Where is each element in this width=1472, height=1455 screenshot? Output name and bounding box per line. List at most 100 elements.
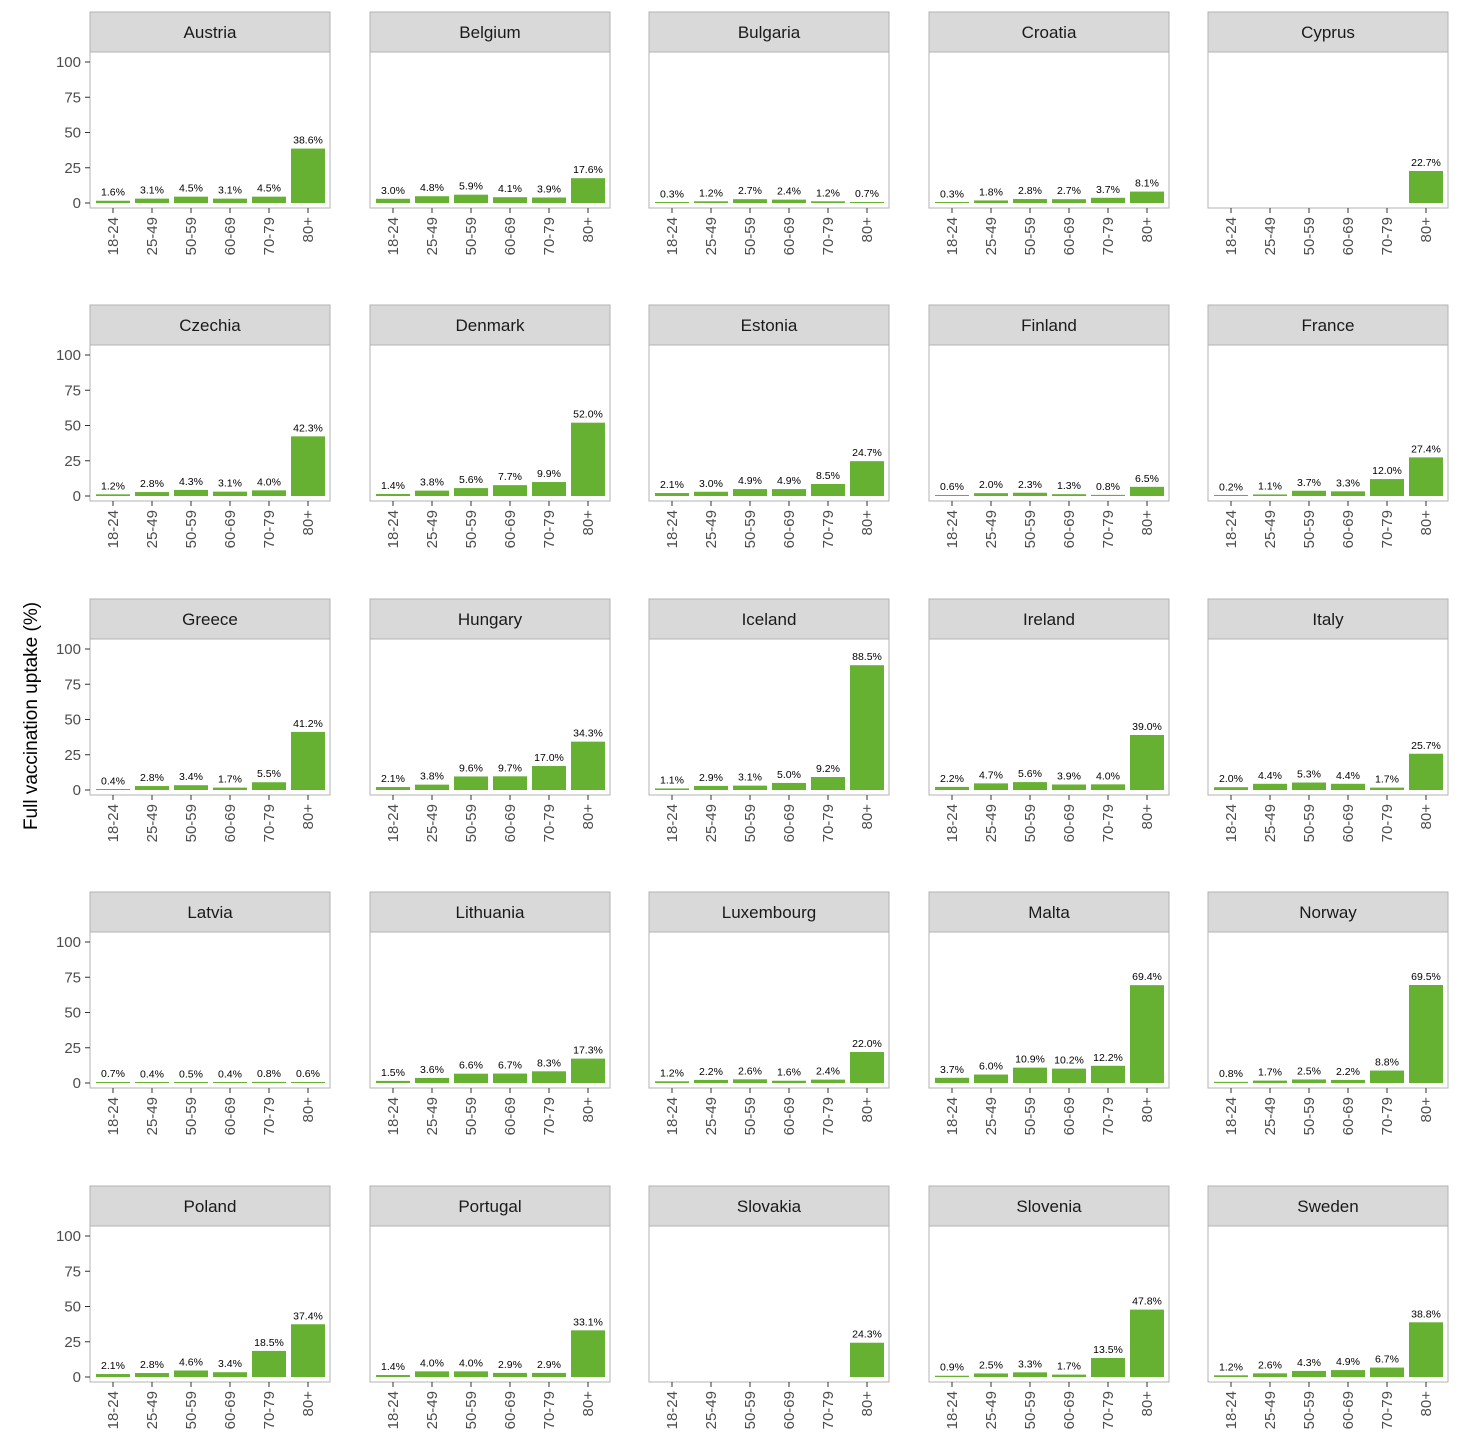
bar-bulgaria-25-49 — [694, 201, 728, 203]
bar-poland-18-24 — [96, 1374, 130, 1377]
x-tick-label-finland-50-59: 50-59 — [1022, 510, 1039, 548]
x-tick-label-latvia-50-59: 50-59 — [183, 1097, 200, 1135]
bar-croatia-80+ — [1130, 191, 1164, 203]
bar-iceland-18-24 — [655, 788, 689, 790]
x-tick-label-sweden-25-49: 25-49 — [1262, 1391, 1279, 1429]
plot-area-portugal — [369, 1225, 611, 1383]
panel-greece: Greece 0 25 50 75 100 0.4% 18-24 2.8% 25-49 3.4% 50… — [56, 598, 331, 842]
bar-portugal-60-69 — [493, 1372, 527, 1377]
bar-lithuania-60-69 — [493, 1073, 527, 1083]
bar-label-malta-25-49: 6.0% — [979, 1061, 1003, 1073]
strip-poland — [89, 1185, 331, 1227]
bar-poland-25-49 — [135, 1373, 169, 1377]
bar-portugal-18-24 — [376, 1375, 410, 1377]
bar-label-ireland-70-79: 4.0% — [1096, 770, 1120, 782]
bar-latvia-80+ — [291, 1082, 325, 1083]
strip-title-slovenia: Slovenia — [1016, 1197, 1082, 1216]
bar-label-czechia-18-24: 1.2% — [101, 480, 125, 492]
x-tick-label-croatia-80+: 80+ — [1139, 217, 1156, 243]
bar-luxembourg-25-49 — [694, 1079, 728, 1083]
panel-latvia: Latvia 0 25 50 75 100 0.7% 18-24 0.4% 25-49 0.5% 50… — [56, 891, 331, 1135]
bar-finland-70-79 — [1091, 494, 1125, 496]
bar-label-denmark-18-24: 1.4% — [381, 480, 405, 492]
x-tick-label-hungary-50-59: 50-59 — [463, 804, 480, 842]
x-tick-label-slovenia-50-59: 50-59 — [1022, 1391, 1039, 1429]
strip-hungary — [369, 598, 611, 640]
bar-label-iceland-18-24: 1.1% — [660, 774, 684, 786]
x-tick-label-malta-18-24: 18-24 — [944, 1097, 961, 1135]
bar-luxembourg-80+ — [850, 1051, 884, 1083]
x-tick-label-croatia-70-79: 70-79 — [1100, 217, 1117, 255]
bar-cyprus-80+ — [1409, 170, 1443, 203]
bar-label-portugal-70-79: 2.9% — [537, 1359, 561, 1371]
bar-label-latvia-70-79: 0.8% — [257, 1068, 281, 1080]
plot-area-lithuania — [369, 931, 611, 1089]
y-tick-label-100: 100 — [56, 54, 81, 71]
bar-label-croatia-25-49: 1.8% — [979, 186, 1003, 198]
panel-finland: Finland 0.6% 18-24 2.0% 25-49 2.3% 50-59 1.3% 60… — [928, 304, 1170, 548]
bar-label-luxembourg-80+: 22.0% — [852, 1038, 882, 1050]
bar-label-sweden-50-59: 4.3% — [1297, 1357, 1321, 1369]
bar-label-ireland-50-59: 5.6% — [1018, 768, 1042, 780]
strip-title-malta: Malta — [1028, 903, 1070, 922]
bar-label-lithuania-80+: 17.3% — [573, 1045, 603, 1057]
x-tick-label-poland-60-69: 60-69 — [222, 1391, 239, 1429]
bar-label-latvia-80+: 0.6% — [296, 1068, 320, 1080]
strip-croatia — [928, 11, 1170, 53]
x-tick-label-belgium-50-59: 50-59 — [463, 217, 480, 255]
plot-area-croatia — [928, 51, 1170, 209]
x-tick-label-hungary-80+: 80+ — [580, 804, 597, 830]
bar-label-finland-80+: 6.5% — [1135, 473, 1159, 485]
bar-czechia-70-79 — [252, 490, 286, 496]
bar-label-norway-25-49: 1.7% — [1258, 1067, 1282, 1079]
x-tick-label-slovakia-80+: 80+ — [859, 1391, 876, 1417]
panel-slovenia: Slovenia 0.9% 18-24 2.5% 25-49 3.3% 50-59 1.7% 6… — [928, 1185, 1170, 1429]
bar-norway-50-59 — [1292, 1079, 1326, 1083]
panel-iceland: Iceland 1.1% 18-24 2.9% 25-49 3.1% 50-59 5.0% 60… — [648, 598, 890, 842]
bar-label-greece-70-79: 5.5% — [257, 768, 281, 780]
plot-area-france — [1207, 344, 1449, 502]
bar-label-austria-50-59: 4.5% — [179, 183, 203, 195]
bar-poland-70-79 — [252, 1350, 286, 1377]
plot-area-denmark — [369, 344, 611, 502]
strip-title-portugal: Portugal — [458, 1197, 521, 1216]
x-tick-label-bulgaria-80+: 80+ — [859, 217, 876, 243]
panel-bulgaria: Bulgaria 0.3% 18-24 1.2% 25-49 2.7% 50-59 2.4% 6… — [648, 11, 890, 255]
bar-latvia-50-59 — [174, 1082, 208, 1083]
bar-denmark-18-24 — [376, 494, 410, 496]
bar-label-greece-18-24: 0.4% — [101, 775, 125, 787]
x-tick-label-denmark-25-49: 25-49 — [424, 510, 441, 548]
bar-label-belgium-70-79: 3.9% — [537, 184, 561, 196]
bar-finland-18-24 — [935, 495, 969, 496]
bar-malta-60-69 — [1052, 1068, 1086, 1083]
x-tick-label-croatia-25-49: 25-49 — [983, 217, 1000, 255]
bar-label-italy-50-59: 5.3% — [1297, 769, 1321, 781]
x-tick-label-iceland-25-49: 25-49 — [703, 804, 720, 842]
bar-iceland-60-69 — [772, 782, 806, 790]
bar-label-iceland-70-79: 9.2% — [816, 763, 840, 775]
bar-latvia-18-24 — [96, 1082, 130, 1083]
x-tick-label-norway-50-59: 50-59 — [1301, 1097, 1318, 1135]
bar-belgium-80+ — [571, 178, 605, 203]
plot-area-iceland — [648, 638, 890, 796]
x-tick-label-luxembourg-25-49: 25-49 — [703, 1097, 720, 1135]
bar-finland-60-69 — [1052, 494, 1086, 496]
x-tick-label-finland-60-69: 60-69 — [1061, 510, 1078, 548]
strip-norway — [1207, 891, 1449, 933]
x-tick-label-greece-25-49: 25-49 — [144, 804, 161, 842]
bar-slovenia-50-59 — [1013, 1372, 1047, 1377]
x-tick-label-poland-50-59: 50-59 — [183, 1391, 200, 1429]
bar-label-hungary-18-24: 2.1% — [381, 773, 405, 785]
strip-belgium — [369, 11, 611, 53]
bar-label-estonia-25-49: 3.0% — [699, 478, 723, 490]
x-tick-label-lithuania-18-24: 18-24 — [385, 1097, 402, 1135]
bar-label-poland-18-24: 2.1% — [101, 1360, 125, 1372]
bar-label-bulgaria-60-69: 2.4% — [777, 186, 801, 198]
bar-label-ireland-18-24: 2.2% — [940, 773, 964, 785]
plot-area-finland — [928, 344, 1170, 502]
y-tick-label-0: 0 — [73, 782, 81, 799]
bar-label-slovenia-18-24: 0.9% — [940, 1362, 964, 1374]
strip-czechia — [89, 304, 331, 346]
strip-title-france: France — [1302, 316, 1355, 335]
